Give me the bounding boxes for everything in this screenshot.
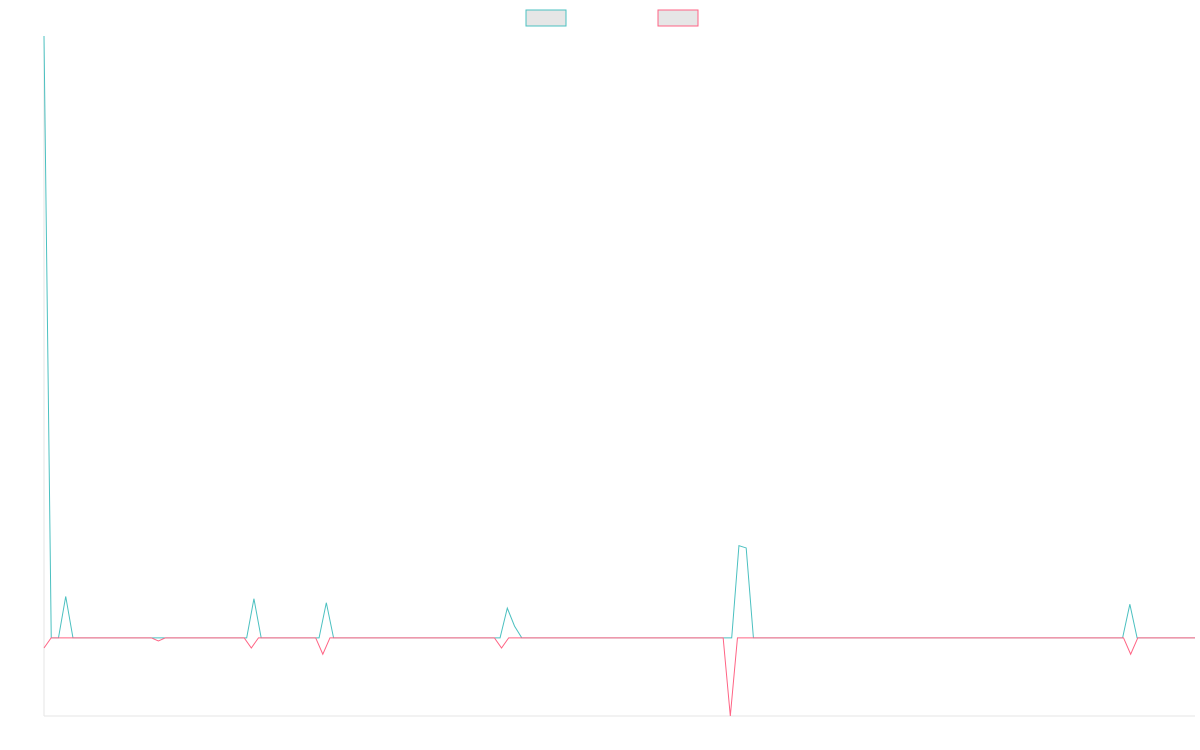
- axes: [43, 36, 1195, 717]
- series-layer: [43, 35, 1195, 717]
- legend-swatch-2[interactable]: [657, 9, 699, 27]
- legend: [525, 9, 699, 27]
- series-line-2: [43, 637, 1195, 717]
- legend-swatch-1[interactable]: [525, 9, 567, 27]
- series-line-1: [43, 35, 1195, 639]
